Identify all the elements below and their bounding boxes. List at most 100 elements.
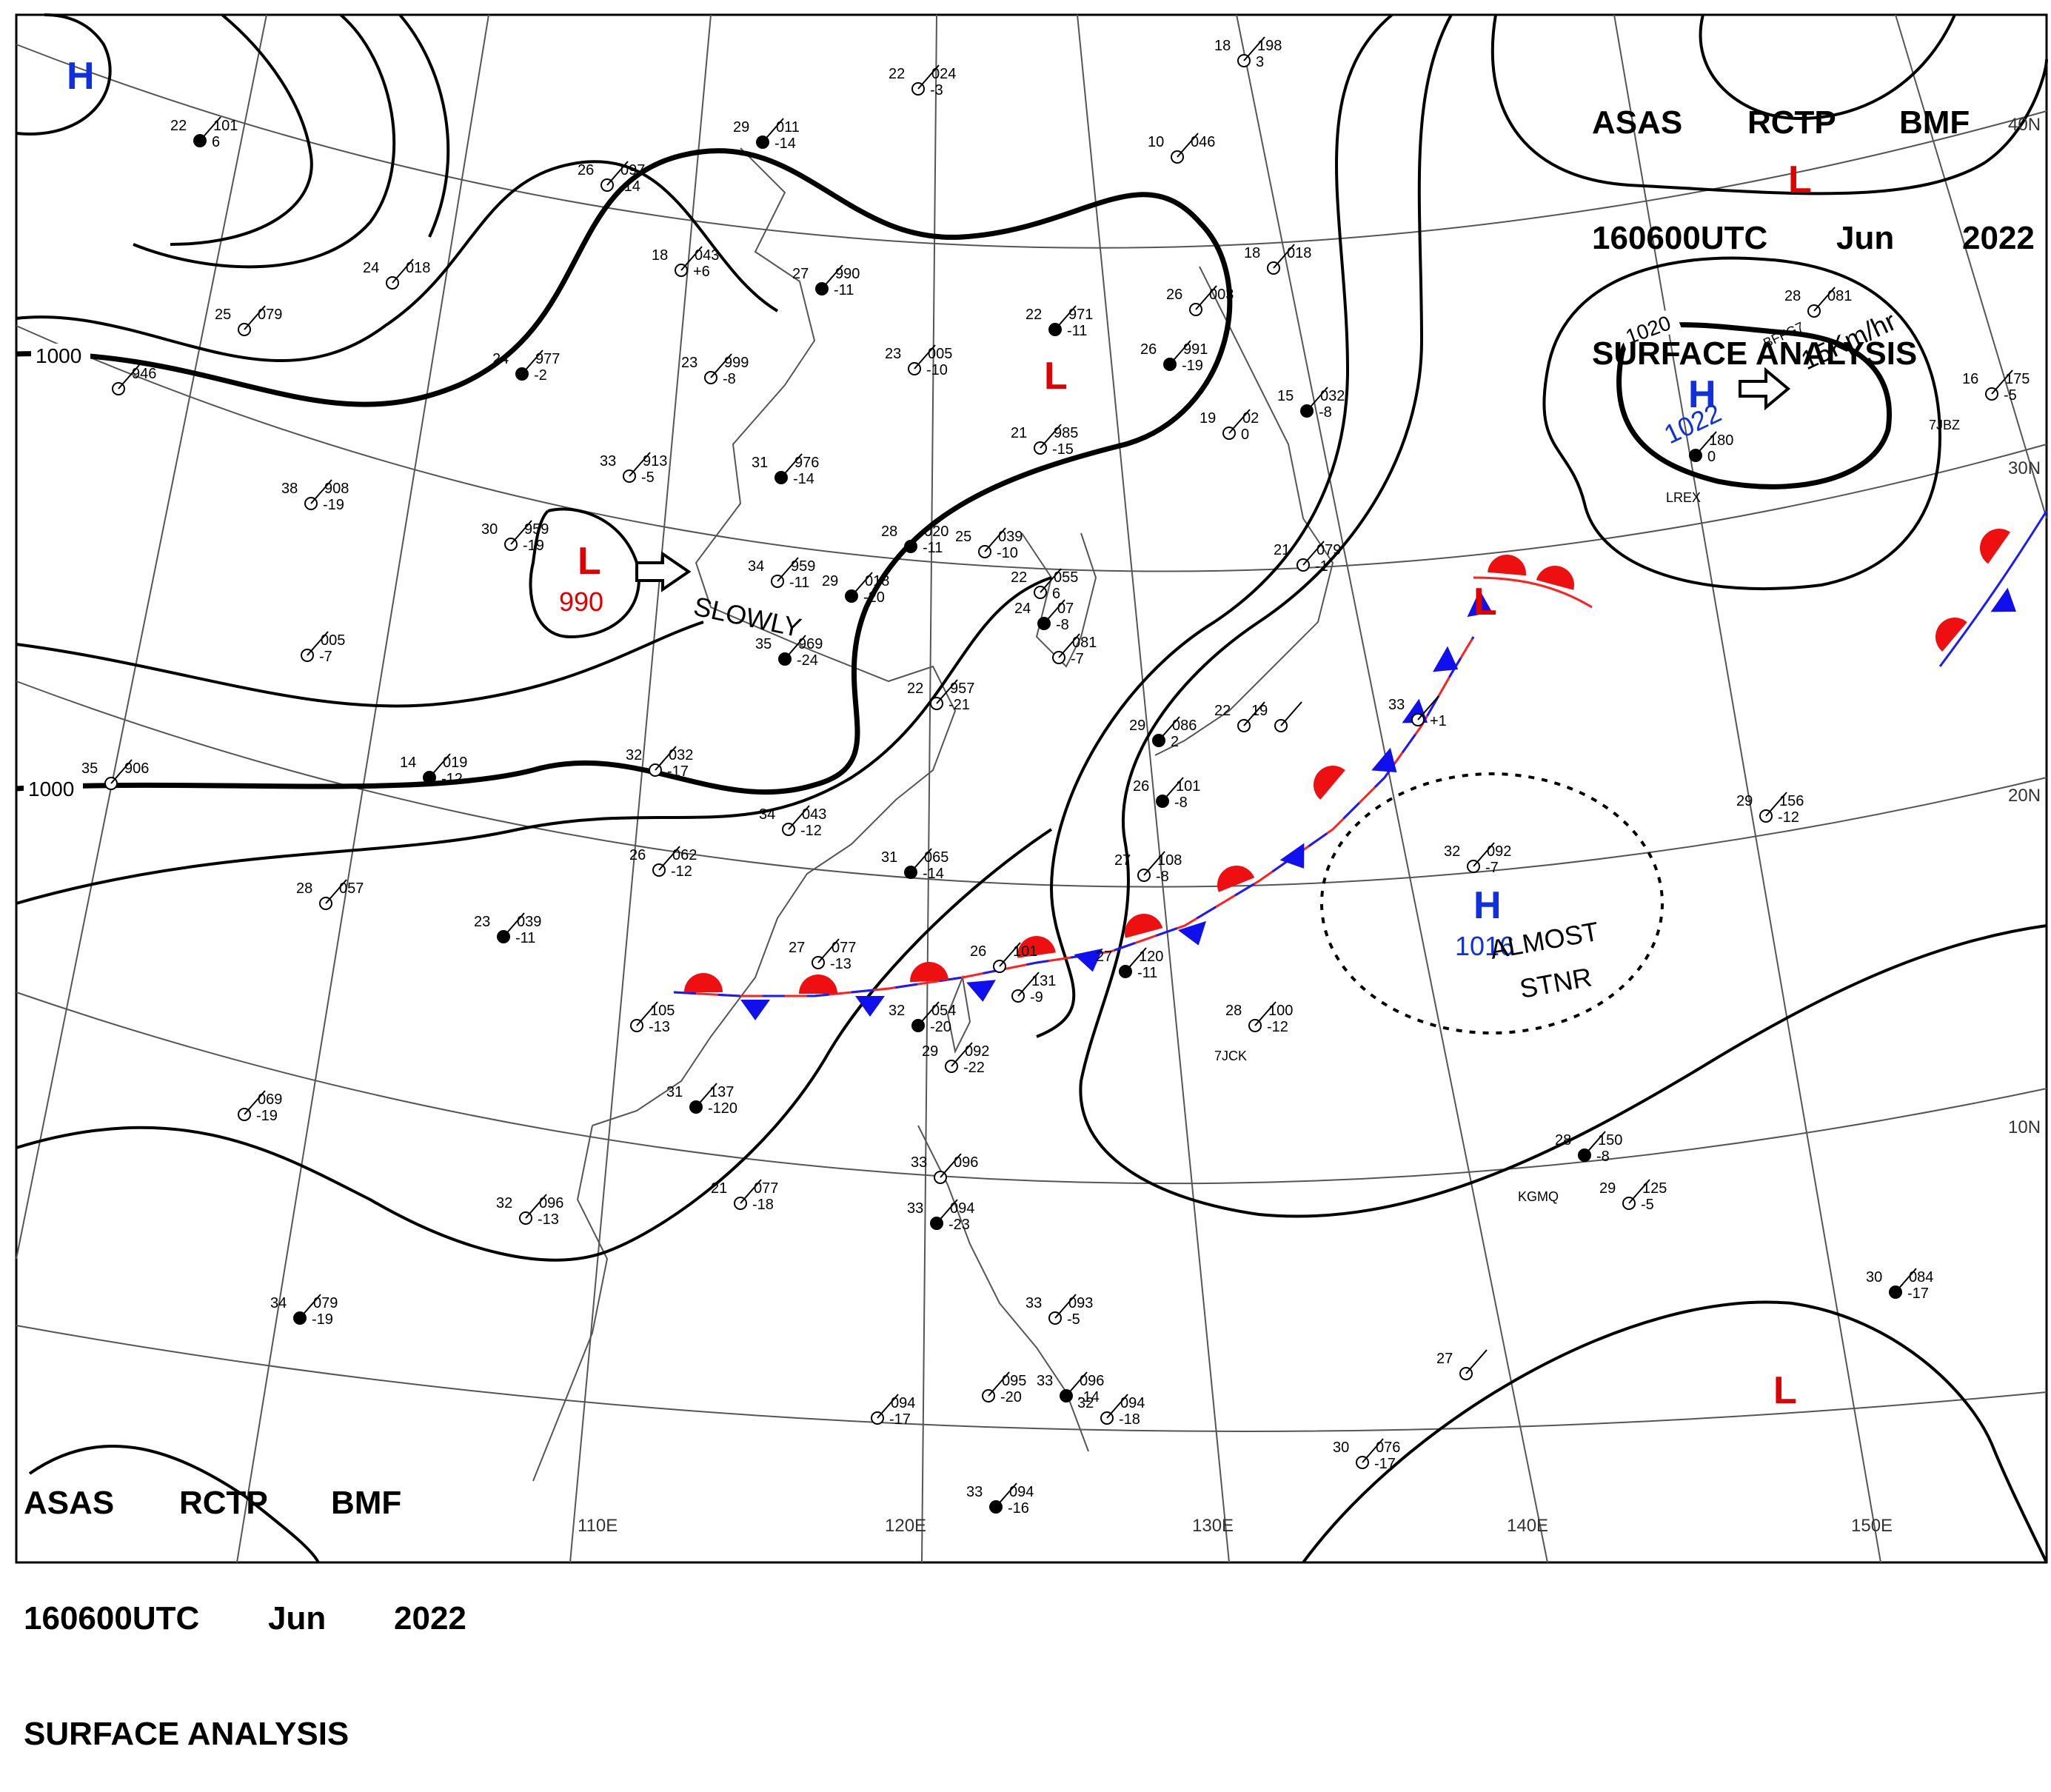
station-tendency: -17 — [1907, 1286, 1929, 1302]
wind-barb — [325, 879, 347, 904]
station-plot: 32 092-7 — [1444, 842, 1511, 876]
isobar-label-bg — [1618, 307, 1682, 350]
station-temperature: 26 — [578, 162, 594, 178]
isobars — [16, 13, 2048, 1564]
station-temperature: 32 — [889, 1003, 905, 1019]
warm-front-semicircle — [1217, 866, 1255, 892]
station-plot: 27 077-13 — [789, 938, 856, 972]
pressure-center-l-letter: L — [1473, 581, 1497, 623]
wind-barb — [503, 912, 525, 937]
warm-front-symbols — [684, 529, 2010, 994]
wind-barb — [1125, 947, 1147, 972]
station-tendency: -18 — [752, 1197, 774, 1213]
station-tendency: -12 — [671, 863, 692, 880]
cold-front-symbols — [740, 587, 2016, 1020]
wind-barb — [110, 759, 133, 784]
station-plot: 29 092-22 — [922, 1042, 989, 1076]
station-pressure: 024 — [931, 66, 956, 82]
wind-barb — [936, 1199, 958, 1224]
station-tendency: -120 — [708, 1100, 737, 1117]
lon-label: 150E — [1851, 1516, 1893, 1536]
station-plot: 28 081 — [1784, 287, 1852, 318]
lon-line-150e — [1613, 14, 1881, 1563]
header-station: RCTP — [1747, 104, 1836, 141]
station-temperature: 31 — [752, 455, 768, 471]
station-pressure: 043 — [802, 806, 826, 823]
pressure-center-h-letter: H — [1688, 373, 1716, 416]
station-plot: 946 — [112, 364, 156, 395]
station-pressure: 096 — [539, 1195, 563, 1211]
station-temperature: 35 — [755, 636, 772, 652]
lon-label: 120E — [885, 1516, 926, 1536]
pressure-center-l-letter: L — [1788, 158, 1812, 201]
station-temperature: 18 — [652, 247, 668, 264]
cold-front-triangle — [855, 996, 885, 1017]
station-tendency: 0 — [1241, 427, 1249, 443]
wind-barb — [1243, 701, 1265, 726]
station-temperature: 16 — [1962, 371, 1978, 387]
station-temperature: 28 — [881, 524, 897, 540]
station-plot: 30 084-17 — [1866, 1268, 1933, 1302]
wind-barb — [1043, 599, 1065, 624]
station-pressure: 020 — [924, 524, 948, 540]
isobar-1012-a — [170, 13, 313, 246]
station-tendency: -13 — [649, 1019, 670, 1035]
station-temperature: 32 — [496, 1195, 512, 1211]
station-pressure: 079 — [1316, 542, 1341, 558]
wind-barb — [877, 1394, 899, 1419]
cold-front-triangle — [1279, 843, 1305, 869]
ship-station-id: LREX — [1666, 490, 1701, 505]
station-tendency: -22 — [963, 1060, 985, 1076]
station-pressure: 969 — [798, 636, 823, 652]
station-pressure: 990 — [835, 266, 860, 282]
wind-barb — [658, 846, 680, 871]
station-pressure: 095 — [1002, 1373, 1026, 1389]
wind-barb — [1143, 851, 1165, 876]
wind-barb — [307, 631, 329, 656]
station-pressure: 093 — [1068, 1295, 1093, 1311]
station-plot: 26 062-12 — [629, 846, 697, 880]
footer-agency: ASAS — [24, 1485, 115, 1521]
coast-japan — [1154, 266, 1334, 756]
station-tendency: -20 — [863, 589, 885, 606]
wind-barb — [199, 116, 221, 141]
station-plot: 33 096-14 — [1037, 1371, 1104, 1405]
ship-station-id: KGMQ — [1518, 1189, 1559, 1204]
station-temperature: 27 — [789, 940, 805, 956]
station-temperature: 22 — [907, 681, 923, 697]
station-temperature: 29 — [922, 1043, 938, 1060]
station-plot: 095-20 — [982, 1371, 1026, 1405]
wind-barb — [762, 118, 784, 143]
station-plot: 33 096 — [911, 1153, 978, 1184]
wind-barb — [429, 753, 451, 778]
station-pressure: 032 — [669, 747, 693, 763]
station-tendency: -1 — [1315, 558, 1328, 575]
station-tendency: -7 — [319, 649, 332, 665]
station-tendency: +1 — [1430, 713, 1447, 729]
station-pressure: 081 — [1072, 635, 1097, 651]
isobar-1020 — [1616, 322, 1892, 489]
cold-front-triangle — [1433, 646, 1459, 672]
station-temperature: 32 — [1077, 1395, 1094, 1411]
warm-front-semicircle — [1536, 566, 1574, 590]
station-plot: 34 959-11 — [748, 557, 815, 591]
station-temperature: 18 — [1244, 245, 1260, 261]
pressure-center-h-letter: H — [67, 55, 95, 98]
station-plot: 105-13 — [630, 1001, 675, 1035]
pressure-center-l-letter: L — [578, 540, 601, 583]
station-pressure: 057 — [339, 880, 364, 897]
station-plot: 31 065-14 — [881, 848, 948, 882]
station-plot: 33 094-23 — [907, 1199, 974, 1233]
station-pressure: 018 — [406, 260, 430, 276]
wind-barb — [1765, 792, 1787, 817]
station-plot: 27 — [1436, 1349, 1488, 1380]
station-temperature: 23 — [474, 914, 490, 930]
station-tendency: -11 — [923, 540, 943, 556]
station-plot: 33 093-5 — [1026, 1294, 1093, 1328]
station-temperature: 27 — [1436, 1351, 1453, 1367]
cold-front-triangle — [1990, 587, 2016, 612]
wind-barb — [629, 452, 651, 477]
station-temperature: 32 — [1444, 843, 1460, 860]
